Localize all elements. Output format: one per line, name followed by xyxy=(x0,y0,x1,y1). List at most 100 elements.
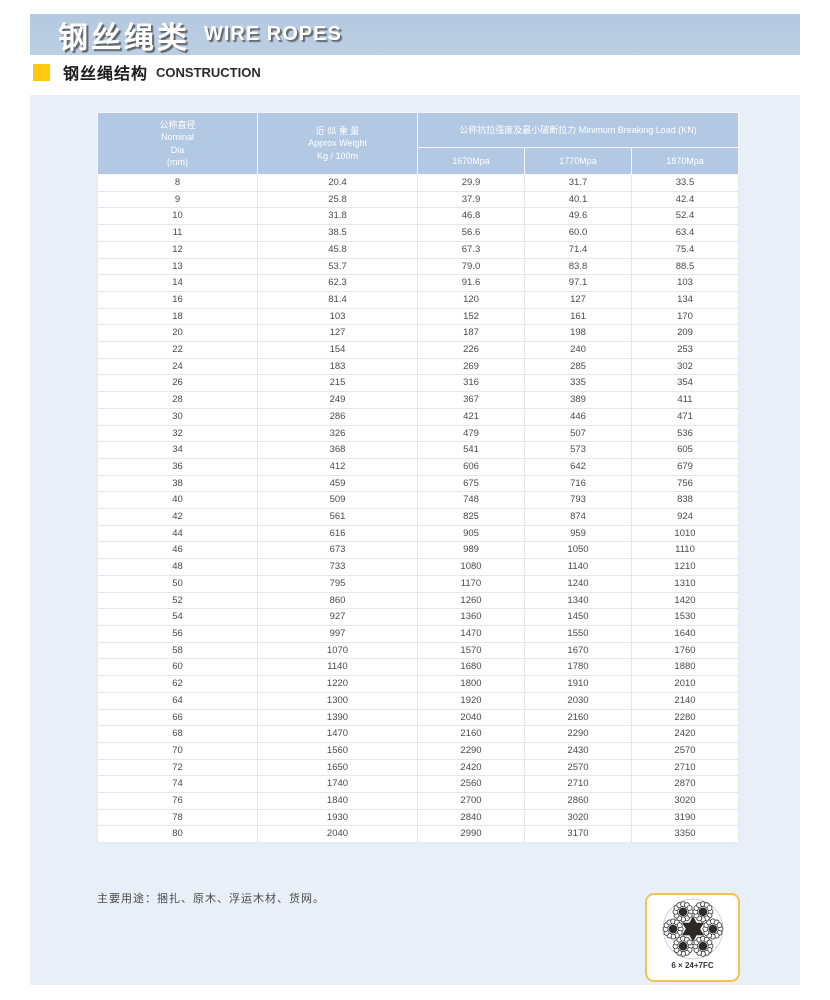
cell-approx-weight: 31.8 xyxy=(257,207,418,226)
cell-mbl-1870: 1420 xyxy=(631,591,739,610)
cell-mbl-1770: 198 xyxy=(524,324,632,343)
cell-mbl-1770: 1670 xyxy=(524,641,632,660)
table-row: 40 509 748 793 838 xyxy=(97,491,739,510)
cell-mbl-1770: 2860 xyxy=(524,792,632,810)
cell-mbl-1870: 33.5 xyxy=(631,174,739,192)
cell-approx-weight: 326 xyxy=(257,424,418,443)
cell-mbl-1870: 756 xyxy=(631,474,739,493)
cell-mbl-1670: 541 xyxy=(417,441,525,459)
cell-nominal-dia: 76 xyxy=(97,792,258,810)
cell-mbl-1770: 1910 xyxy=(524,675,632,693)
cell-mbl-1770: 2290 xyxy=(524,725,632,743)
cell-nominal-dia: 10 xyxy=(97,207,258,226)
cell-mbl-1670: 2420 xyxy=(417,758,525,777)
table-row: 24 183 269 285 302 xyxy=(97,357,739,376)
table-row: 16 81.4 120 127 134 xyxy=(97,290,739,309)
cell-approx-weight: 103 xyxy=(257,307,418,326)
cell-mbl-1670: 367 xyxy=(417,391,525,409)
cell-mbl-1670: 606 xyxy=(417,457,525,476)
table-row: 68 1470 2160 2290 2420 xyxy=(97,725,739,743)
table-row: 8 20.4 29.9 31.7 33.5 xyxy=(97,174,739,192)
cell-nominal-dia: 28 xyxy=(97,391,258,409)
cell-approx-weight: 215 xyxy=(257,374,418,393)
cell-mbl-1870: 170 xyxy=(631,307,739,326)
cell-nominal-dia: 30 xyxy=(97,407,258,426)
cell-nominal-dia: 54 xyxy=(97,608,258,626)
cell-mbl-1670: 1170 xyxy=(417,574,525,593)
cell-approx-weight: 20.4 xyxy=(257,174,418,192)
table-row: 20 127 187 198 209 xyxy=(97,324,739,343)
wire-rope-spec-table: 公称直径 Nominal Dia (mm) 近 似 重 量 Approx Wei… xyxy=(97,112,739,844)
cell-mbl-1770: 1450 xyxy=(524,608,632,626)
table-row: 70 1560 2290 2430 2570 xyxy=(97,741,739,760)
table-row: 12 45.8 67.3 71.4 75.4 xyxy=(97,240,739,259)
cell-approx-weight: 1930 xyxy=(257,808,418,827)
cell-approx-weight: 1070 xyxy=(257,641,418,660)
cell-mbl-1670: 67.3 xyxy=(417,240,525,259)
cell-nominal-dia: 42 xyxy=(97,508,258,526)
cell-mbl-1670: 1920 xyxy=(417,691,525,710)
cell-mbl-1870: 2420 xyxy=(631,725,739,743)
table-row: 52 860 1260 1340 1420 xyxy=(97,591,739,610)
col-header-approx-weight: 近 似 重 量 Approx Weight Kg / 100m xyxy=(257,112,418,175)
cell-approx-weight: 1470 xyxy=(257,725,418,743)
cell-mbl-1670: 226 xyxy=(417,341,525,359)
cell-approx-weight: 1220 xyxy=(257,675,418,693)
table-row: 14 62.3 91.6 97.1 103 xyxy=(97,274,739,292)
cell-mbl-1670: 37.9 xyxy=(417,190,525,209)
cell-nominal-dia: 48 xyxy=(97,558,258,576)
cell-mbl-1870: 471 xyxy=(631,407,739,426)
cell-mbl-1870: 1310 xyxy=(631,574,739,593)
cell-approx-weight: 53.7 xyxy=(257,257,418,276)
cell-mbl-1670: 91.6 xyxy=(417,274,525,292)
cell-mbl-1770: 716 xyxy=(524,474,632,493)
col-header-1870mpa: 1870Mpa xyxy=(631,147,739,175)
cell-nominal-dia: 18 xyxy=(97,307,258,326)
cell-mbl-1770: 1550 xyxy=(524,624,632,643)
cell-approx-weight: 154 xyxy=(257,341,418,359)
cell-mbl-1670: 29.9 xyxy=(417,174,525,192)
cell-mbl-1670: 56.6 xyxy=(417,224,525,242)
cell-approx-weight: 860 xyxy=(257,591,418,610)
table-row: 18 103 152 161 170 xyxy=(97,307,739,326)
cell-nominal-dia: 24 xyxy=(97,357,258,376)
table-row: 80 2040 2990 3170 3350 xyxy=(97,825,739,844)
cell-mbl-1870: 1210 xyxy=(631,558,739,576)
cell-nominal-dia: 60 xyxy=(97,658,258,677)
cell-nominal-dia: 52 xyxy=(97,591,258,610)
table-row: 54 927 1360 1450 1530 xyxy=(97,608,739,626)
cell-mbl-1870: 1760 xyxy=(631,641,739,660)
table-row: 42 561 825 874 924 xyxy=(97,508,739,526)
table-row: 36 412 606 642 679 xyxy=(97,457,739,476)
cell-mbl-1770: 446 xyxy=(524,407,632,426)
col-header-1670mpa: 1670Mpa xyxy=(417,147,525,175)
cell-mbl-1870: 1880 xyxy=(631,658,739,677)
cell-mbl-1870: 3350 xyxy=(631,825,739,844)
cell-approx-weight: 1840 xyxy=(257,792,418,810)
cell-mbl-1670: 1080 xyxy=(417,558,525,576)
table-row: 32 326 479 507 536 xyxy=(97,424,739,443)
cell-nominal-dia: 62 xyxy=(97,675,258,693)
table-row: 58 1070 1570 1670 1760 xyxy=(97,641,739,660)
cell-nominal-dia: 50 xyxy=(97,574,258,593)
cell-mbl-1870: 75.4 xyxy=(631,240,739,259)
cell-mbl-1870: 924 xyxy=(631,508,739,526)
cell-mbl-1770: 1780 xyxy=(524,658,632,677)
cell-nominal-dia: 38 xyxy=(97,474,258,493)
cell-nominal-dia: 40 xyxy=(97,491,258,510)
cell-mbl-1670: 421 xyxy=(417,407,525,426)
cell-nominal-dia: 13 xyxy=(97,257,258,276)
cell-mbl-1870: 88.5 xyxy=(631,257,739,276)
cell-mbl-1870: 209 xyxy=(631,324,739,343)
cell-mbl-1870: 3020 xyxy=(631,792,739,810)
cell-mbl-1670: 2990 xyxy=(417,825,525,844)
col-header-1770mpa: 1770Mpa xyxy=(524,147,632,175)
cell-approx-weight: 795 xyxy=(257,574,418,593)
table-row: 72 1650 2420 2570 2710 xyxy=(97,758,739,777)
col-header-nominal-dia: 公称直径 Nominal Dia (mm) xyxy=(97,112,258,175)
cell-approx-weight: 25.8 xyxy=(257,190,418,209)
table-row: 50 795 1170 1240 1310 xyxy=(97,574,739,593)
cell-mbl-1670: 1570 xyxy=(417,641,525,660)
cell-mbl-1670: 2160 xyxy=(417,725,525,743)
cell-mbl-1870: 411 xyxy=(631,391,739,409)
